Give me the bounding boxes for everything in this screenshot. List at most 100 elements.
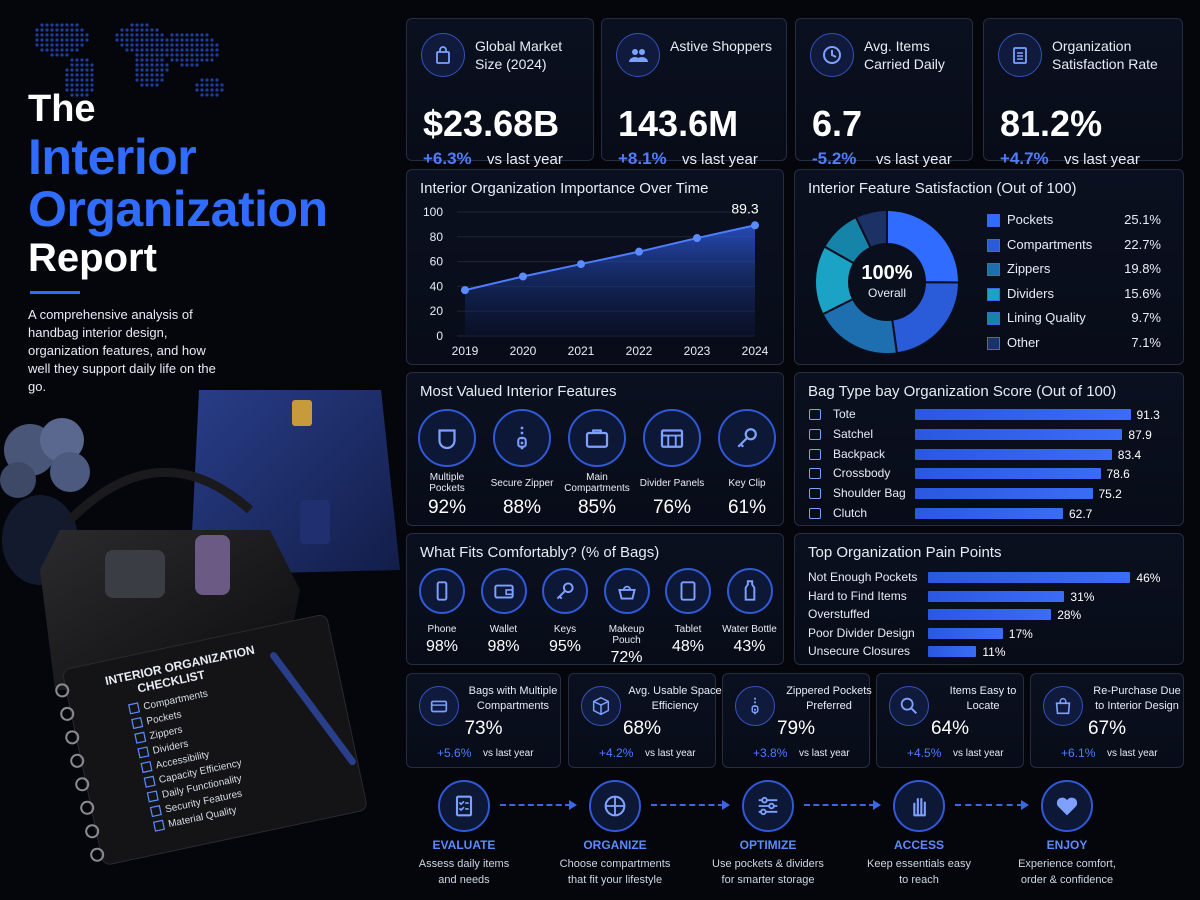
bar xyxy=(915,448,1112,460)
map-dot xyxy=(190,48,194,52)
fit-label: Wallet xyxy=(489,624,518,635)
map-dot xyxy=(170,38,174,42)
map-dot xyxy=(200,48,204,52)
legend-label: Other xyxy=(1007,335,1040,350)
map-dot xyxy=(150,53,154,57)
map-dot xyxy=(190,63,194,67)
map-dot xyxy=(200,93,204,97)
legend-label: Compartments xyxy=(1007,236,1093,252)
map-dot xyxy=(190,58,194,62)
data-point xyxy=(577,260,585,269)
map-dot xyxy=(125,43,129,47)
kpi-value: 6.7 xyxy=(812,103,863,144)
map-dot xyxy=(145,43,149,47)
fit-label: Water Bottle xyxy=(722,624,777,635)
map-dot xyxy=(155,38,159,42)
process-desc-line: Use pockets & dividers xyxy=(712,858,824,870)
process-desc-line: that fit your lifestyle xyxy=(567,874,663,886)
map-dot xyxy=(75,88,79,92)
bar-label: Backpack xyxy=(833,446,886,461)
feature-item: Key Clip 61% xyxy=(712,409,782,519)
map-dot xyxy=(35,38,39,42)
map-dot xyxy=(205,78,209,82)
arrow-right-icon xyxy=(955,800,1029,810)
stat-card: Zippered Pockets Preferred 79% +3.8% vs las… xyxy=(722,673,872,768)
heart-icon xyxy=(1041,780,1093,832)
map-dot xyxy=(55,43,59,47)
fits-title: What Fits Comfortably? (% of Bags) xyxy=(420,544,660,561)
title-interior: Interior xyxy=(28,129,197,185)
bag-type-icon xyxy=(809,488,821,500)
map-dot xyxy=(45,43,49,47)
map-dot xyxy=(40,23,44,27)
map-dot xyxy=(195,48,199,52)
kpi-label: Astive Shoppers xyxy=(670,38,772,54)
legend-value: 22.7% xyxy=(1124,236,1161,252)
map-dot xyxy=(160,63,164,67)
map-dot xyxy=(175,53,179,57)
map-dot xyxy=(210,58,214,62)
bar xyxy=(915,468,1101,480)
map-dot xyxy=(65,28,69,32)
data-point xyxy=(751,221,759,230)
kpi-change: +6.3% xyxy=(423,149,472,168)
map-dot xyxy=(150,68,154,72)
kpi-change: +8.1% xyxy=(618,149,667,168)
map-dot xyxy=(180,53,184,57)
map-dot xyxy=(150,38,154,42)
map-dot xyxy=(145,68,149,72)
map-dot xyxy=(185,43,189,47)
process-desc-line: Choose compartments xyxy=(559,858,671,870)
stat-vs-label: vs last year xyxy=(483,748,534,759)
line-chart: 0 20 40 60 80 100 2019 2020 2021 2022 2023 2024 89.3 xyxy=(423,200,769,358)
map-dot xyxy=(135,78,139,82)
feature-value: 85% xyxy=(577,497,617,518)
map-dot xyxy=(125,38,129,42)
map-dot xyxy=(140,63,144,67)
x-tick-label: 2023 xyxy=(684,344,711,358)
map-dot xyxy=(155,73,159,77)
map-dot xyxy=(65,43,69,47)
search-icon xyxy=(889,686,929,726)
process-desc-line: order & confidence xyxy=(1020,874,1114,886)
shopping-bag-icon xyxy=(421,33,465,77)
map-dot xyxy=(170,43,174,47)
bar xyxy=(928,609,1052,621)
arrow-right-icon xyxy=(500,800,577,810)
map-dot xyxy=(160,48,164,52)
map-dot xyxy=(205,93,209,97)
map-dot xyxy=(75,28,79,32)
kpi-card: Avg. Items Carried Daily 6.7 -5.2% vs last … xyxy=(795,18,973,168)
line-chart-card: Interior Organization Importance Over Ti… xyxy=(406,169,784,365)
process-step-title: EVALUATE xyxy=(432,838,496,852)
process-step-desc: Choose compartments that fit your lifesty… xyxy=(545,856,685,888)
map-dot xyxy=(200,78,204,82)
map-dot xyxy=(135,68,139,72)
map-dot xyxy=(175,33,179,37)
stat-label: Re-Purchase Due to Interior Design xyxy=(1093,685,1181,712)
map-dot xyxy=(140,43,144,47)
map-dot xyxy=(90,78,94,82)
map-dot xyxy=(145,63,149,67)
bar-value-label: 31% xyxy=(1070,589,1095,604)
map-dot xyxy=(145,53,149,57)
fit-item: Water Bottle 43% xyxy=(718,568,782,656)
feature-value: 88% xyxy=(502,497,542,518)
process-step-title: ORGANIZE xyxy=(583,838,647,852)
map-dot xyxy=(85,38,89,42)
map-dot xyxy=(150,73,154,77)
arrow-right-icon xyxy=(651,800,730,810)
stat-label: Bags with Multiple Compartments xyxy=(468,685,558,712)
checkbox-icon xyxy=(146,790,159,803)
map-dot xyxy=(210,93,214,97)
map-dot xyxy=(160,78,164,82)
map-dot xyxy=(80,88,84,92)
process-step-title: OPTIMIZE xyxy=(739,838,797,852)
bar xyxy=(915,508,1063,519)
kpi-card: Organization Satisfaction Rate 81.2% +4.7%… xyxy=(983,18,1183,168)
y-tick-label: 20 xyxy=(430,304,444,318)
legend-swatch xyxy=(987,238,1000,252)
data-point xyxy=(519,272,527,281)
process-step-title: ENJOY xyxy=(1046,838,1088,852)
report-description: A comprehensive analysis of handbag inte… xyxy=(28,307,216,394)
